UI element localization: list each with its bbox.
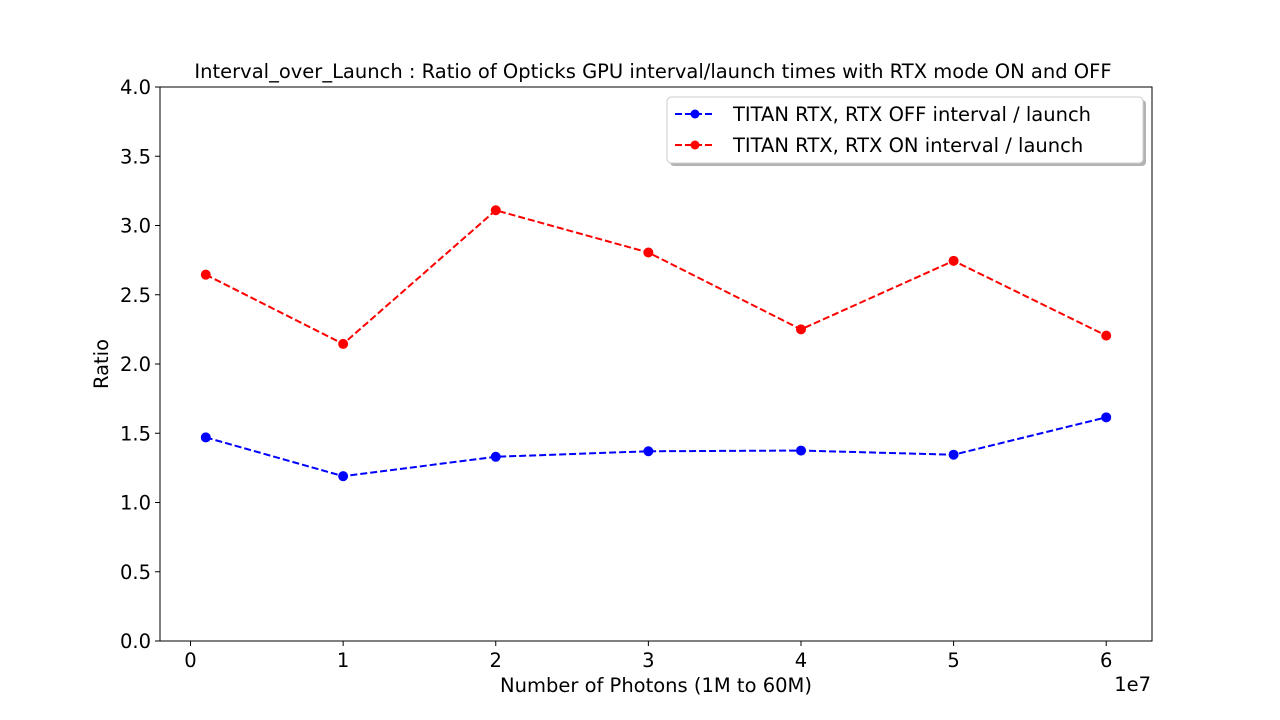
x-tick-label: 4 bbox=[795, 649, 807, 672]
x-axis-label: Number of Photons (1M to 60M) bbox=[500, 674, 812, 697]
y-tick-label: 1.0 bbox=[120, 492, 151, 515]
legend: TITAN RTX, RTX OFF interval / launch TITA… bbox=[666, 96, 1146, 166]
data-point bbox=[490, 205, 501, 216]
data-point bbox=[948, 255, 959, 266]
series-line bbox=[205, 416, 1107, 478]
legend-marker bbox=[690, 109, 700, 119]
y-axis-label: Ratio bbox=[90, 339, 113, 389]
x-tick-label: 5 bbox=[947, 649, 959, 672]
x-tick-label: 6 bbox=[1100, 649, 1112, 672]
data-point bbox=[200, 432, 211, 443]
data-point bbox=[200, 269, 211, 280]
data-point bbox=[338, 338, 349, 349]
y-tick-label: 0.0 bbox=[120, 630, 151, 653]
x-tick-label: 0 bbox=[184, 649, 196, 672]
x-tick-label: 2 bbox=[490, 649, 502, 672]
data-point bbox=[1101, 330, 1112, 341]
axes-frame bbox=[159, 86, 1153, 642]
series-line bbox=[205, 209, 1107, 346]
legend-label: TITAN RTX, RTX OFF interval / launch bbox=[732, 103, 1091, 126]
y-tick-label: 3.0 bbox=[120, 215, 151, 238]
y-tick-label: 2.0 bbox=[120, 353, 151, 376]
x-tick-label: 1 bbox=[337, 649, 349, 672]
data-point bbox=[338, 471, 349, 482]
data-point bbox=[795, 324, 806, 335]
data-point bbox=[643, 446, 654, 457]
data-point bbox=[795, 445, 806, 456]
data-point bbox=[1101, 412, 1112, 423]
y-tick-label: 3.5 bbox=[120, 145, 151, 168]
data-point bbox=[490, 451, 501, 462]
plot-area: 0 1 2 3 4 5 6 0.0 0.5 1.0 1.5 2.0 2.5 3.0 3.5 4.0 bbox=[120, 76, 1153, 672]
legend-marker bbox=[690, 140, 700, 150]
chart-title: Interval_over_Launch : Ratio of Opticks … bbox=[194, 60, 1111, 83]
x-axis-offset-label: 1e7 bbox=[1114, 673, 1151, 696]
y-tick-label: 0.5 bbox=[120, 561, 151, 584]
data-point bbox=[948, 449, 959, 460]
y-tick-label: 2.5 bbox=[120, 284, 151, 307]
legend-box bbox=[666, 96, 1144, 164]
legend-label: TITAN RTX, RTX ON interval / launch bbox=[732, 134, 1083, 157]
data-point bbox=[643, 247, 654, 258]
y-tick-label: 1.5 bbox=[120, 422, 151, 445]
y-tick-label: 4.0 bbox=[120, 76, 151, 99]
x-tick-label: 3 bbox=[642, 649, 654, 672]
